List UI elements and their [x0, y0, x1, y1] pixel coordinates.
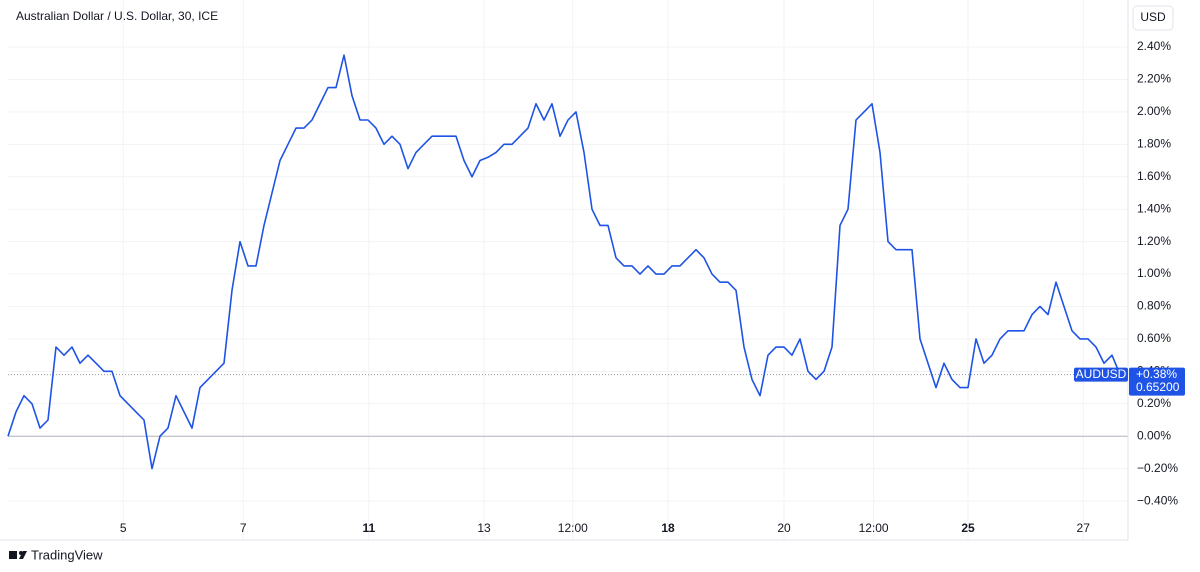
brand-logo [9, 551, 27, 559]
grid [8, 0, 1128, 540]
price-tag [1129, 367, 1185, 396]
currency[interactable]: USD [1140, 10, 1166, 24]
y-tick-label: −0.40% [1137, 493, 1178, 507]
x-tick-label: 13 [477, 521, 491, 535]
y-tick-label: −0.20% [1137, 461, 1178, 475]
x-tick-label: 25 [961, 521, 975, 535]
y-tick-label: 1.80% [1137, 136, 1171, 150]
price-tag-price: 0.65200 [1136, 380, 1180, 394]
x-tick-label: 12:00 [859, 521, 889, 535]
x-tick-label: 11 [362, 521, 375, 535]
y-tick-label: 1.00% [1137, 266, 1171, 280]
y-tick-label: 2.00% [1137, 104, 1171, 118]
y-tick-label: 0.60% [1137, 331, 1171, 345]
y-tick-label: 2.20% [1137, 72, 1171, 86]
x-tick-label: 18 [661, 521, 675, 535]
chart-title: Australian Dollar / U.S. Dollar, 30, ICE [16, 9, 218, 23]
symbol-tag [1074, 367, 1128, 382]
symbol-tag-label: AUDUSD [1076, 367, 1127, 381]
y-tick-label: 2.40% [1137, 39, 1171, 53]
y-tick-label: 0.20% [1137, 396, 1171, 410]
currency-box[interactable] [1132, 5, 1174, 31]
x-tick-label: 7 [240, 521, 247, 535]
price-tag-change: +0.38% [1136, 367, 1177, 381]
x-tick-label: 20 [777, 521, 791, 535]
price-line [7, 54, 1121, 470]
y-tick-label: 0.80% [1137, 299, 1171, 313]
x-tick-label: 27 [1077, 521, 1091, 535]
x-tick-label: 12:00 [558, 521, 588, 535]
x-tick-label: 5 [120, 521, 127, 535]
y-tick-label: 0.00% [1137, 428, 1171, 442]
y-tick-label: 1.20% [1137, 234, 1171, 248]
y-tick-label: 1.60% [1137, 169, 1171, 183]
y-tick-label: 1.40% [1137, 201, 1171, 215]
brand: TradingView [31, 547, 103, 562]
